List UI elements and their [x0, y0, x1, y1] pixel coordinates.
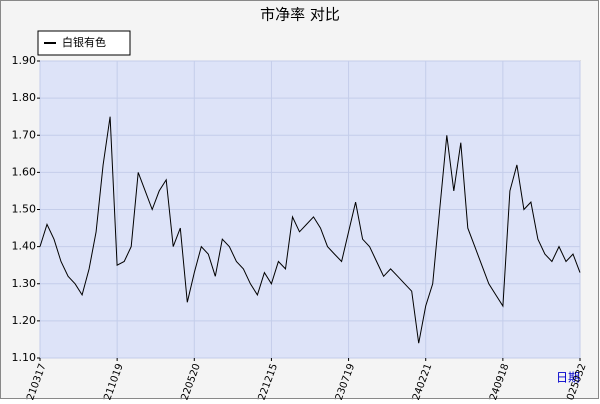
y-tick-label: 1.80 [12, 91, 37, 104]
y-tick-label: 1.20 [12, 314, 37, 327]
y-tick-label: 1.50 [12, 203, 37, 216]
y-tick-label: 1.40 [12, 240, 37, 253]
legend-label: 白银有色 [62, 35, 106, 49]
y-tick-label: 1.30 [12, 277, 37, 290]
y-tick-label: 1.90 [12, 54, 37, 67]
chart-title: 市净率 对比 [260, 6, 340, 24]
y-tick-label: 1.60 [12, 165, 37, 178]
y-tick-label: 1.70 [12, 128, 37, 141]
series-line [39, 116, 581, 344]
x-axis-label: 日期 [556, 371, 580, 385]
y-tick-label: 1.10 [12, 351, 37, 364]
